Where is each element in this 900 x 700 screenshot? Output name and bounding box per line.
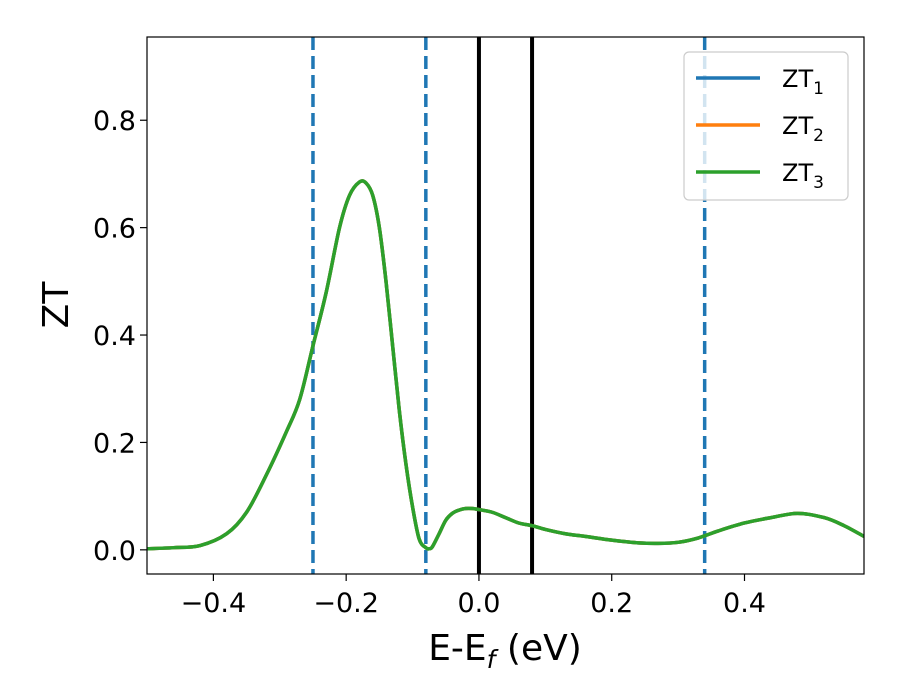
legend-label-zt3: ZT3	[782, 159, 824, 193]
x-tick-label: −0.4	[181, 588, 247, 619]
y-axis-label: ZT	[36, 281, 77, 329]
series-lines	[147, 179, 864, 551]
y-axis-ticks: 0.0 0.2 0.4 0.6 0.8	[93, 106, 147, 567]
plot-frame	[146, 36, 865, 575]
x-axis-label-unit: (eV)	[495, 628, 581, 669]
x-tick-label: 0.2	[590, 588, 633, 619]
y-tick-label: 0.8	[93, 106, 136, 137]
series-line-zt3	[147, 179, 864, 551]
legend-label-zt2: ZT2	[782, 112, 824, 146]
y-tick-label: 0.0	[93, 536, 136, 567]
x-axis-ticks: −0.4 −0.2 0.0 0.2 0.4	[181, 574, 766, 619]
y-tick-label: 0.6	[93, 214, 136, 245]
reference-lines	[311, 37, 707, 574]
y-tick-label: 0.2	[93, 428, 136, 459]
legend-box	[683, 51, 849, 201]
y-tick-label: 0.4	[93, 321, 136, 352]
x-tick-label: 0.4	[723, 588, 766, 619]
legend-label-zt1: ZT1	[782, 65, 824, 99]
x-tick-label: 0.0	[457, 588, 500, 619]
x-axis-label: E-Ef (eV)	[428, 628, 582, 674]
legend: ZT1 ZT2 ZT3	[683, 51, 849, 201]
x-tick-label: −0.2	[313, 588, 379, 619]
